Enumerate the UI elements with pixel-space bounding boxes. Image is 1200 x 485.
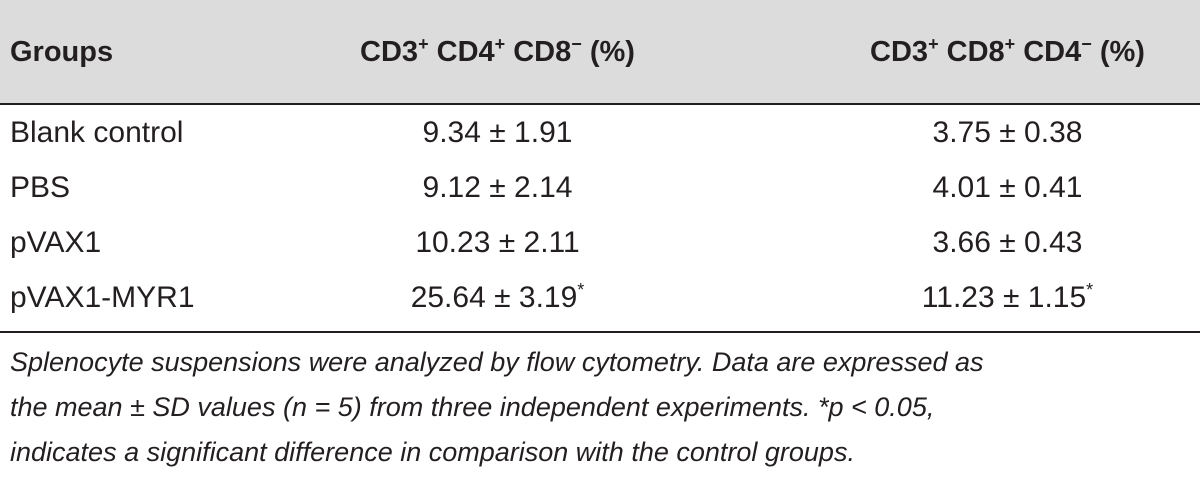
header-cd8-part: (%) <box>1091 36 1145 68</box>
header-divider <box>0 103 1200 105</box>
cd4-value-text: 10.23 ± 2.11 <box>415 226 580 259</box>
footnote-line: indicates a significant difference in co… <box>10 437 855 467</box>
cd4-value-text: 9.12 ± 2.14 <box>422 171 573 204</box>
header-cd4-sup: + <box>494 34 506 54</box>
table-bottom-rule <box>0 331 1200 333</box>
header-cd4-sup: − <box>571 34 582 54</box>
header-cd4-column: CD3+ CD4+ CD8− (%) <box>345 24 650 80</box>
footnote-line: the mean ± SD values (n = 5) from three … <box>10 392 935 422</box>
table-row: Blank control 9.34 ± 1.91 3.75 ± 0.38 <box>0 105 1200 161</box>
group-name: Blank control <box>10 116 184 149</box>
significance-mark: * <box>577 280 585 300</box>
cd8-value-text: 3.75 ± 0.38 <box>932 116 1083 149</box>
header-cd8-sup: + <box>1004 34 1016 54</box>
table-row: pVAX1 10.23 ± 2.11 3.66 ± 0.43 <box>0 215 1200 271</box>
cd8-value: 3.66 ± 0.43 <box>830 215 1185 271</box>
header-cd8-part: CD4 <box>1015 36 1082 68</box>
header-cd8-part: CD8 <box>938 36 1005 68</box>
table-row: pVAX1-MYR1 25.64 ± 3.19* 11.23 ± 1.15* <box>0 270 1200 326</box>
header-cd8-part: CD3 <box>870 36 929 68</box>
table-row: PBS 9.12 ± 2.14 4.01 ± 0.41 <box>0 160 1200 216</box>
cd8-value-text: 4.01 ± 0.41 <box>932 171 1083 204</box>
header-cd8-sup: + <box>928 34 939 54</box>
cd8-value: 3.75 ± 0.38 <box>830 105 1185 161</box>
table-header-row: Groups CD3+ CD4+ CD8− (%) CD3+ CD8+ CD4−… <box>0 24 1200 80</box>
group-name: pVAX1 <box>10 226 102 259</box>
header-cd8-sup: − <box>1081 34 1092 54</box>
group-name: pVAX1-MYR1 <box>10 281 195 314</box>
header-cd4-part: CD3 <box>360 36 419 68</box>
cd8-value: 4.01 ± 0.41 <box>830 160 1185 216</box>
footnote-line: Splenocyte suspensions were analyzed by … <box>10 347 984 377</box>
table-footnote: Splenocyte suspensions were analyzed by … <box>10 340 1190 475</box>
cd8-value: 11.23 ± 1.15* <box>830 270 1185 326</box>
cd4-value: 9.34 ± 1.91 <box>345 105 650 161</box>
header-cd4-sup: + <box>418 34 429 54</box>
table-header-band <box>0 0 1200 103</box>
cd8-value-text: 11.23 ± 1.15 <box>921 281 1087 314</box>
cd4-value-text: 9.34 ± 1.91 <box>422 116 573 149</box>
cd8-value-text: 3.66 ± 0.43 <box>932 226 1083 259</box>
header-groups: Groups <box>10 36 114 68</box>
header-cd4-part: CD4 <box>428 36 495 68</box>
header-cd4-part: CD8 <box>505 36 572 68</box>
group-name: PBS <box>10 171 71 204</box>
cd4-value-text: 25.64 ± 3.19 <box>410 281 578 314</box>
cd4-value: 10.23 ± 2.11 <box>345 215 650 271</box>
header-cd4-part: (%) <box>581 36 635 68</box>
cd4-value: 9.12 ± 2.14 <box>345 160 650 216</box>
significance-mark: * <box>1086 280 1094 300</box>
cd4-value: 25.64 ± 3.19* <box>345 270 650 326</box>
header-cd8-column: CD3+ CD8+ CD4− (%) <box>830 24 1185 80</box>
